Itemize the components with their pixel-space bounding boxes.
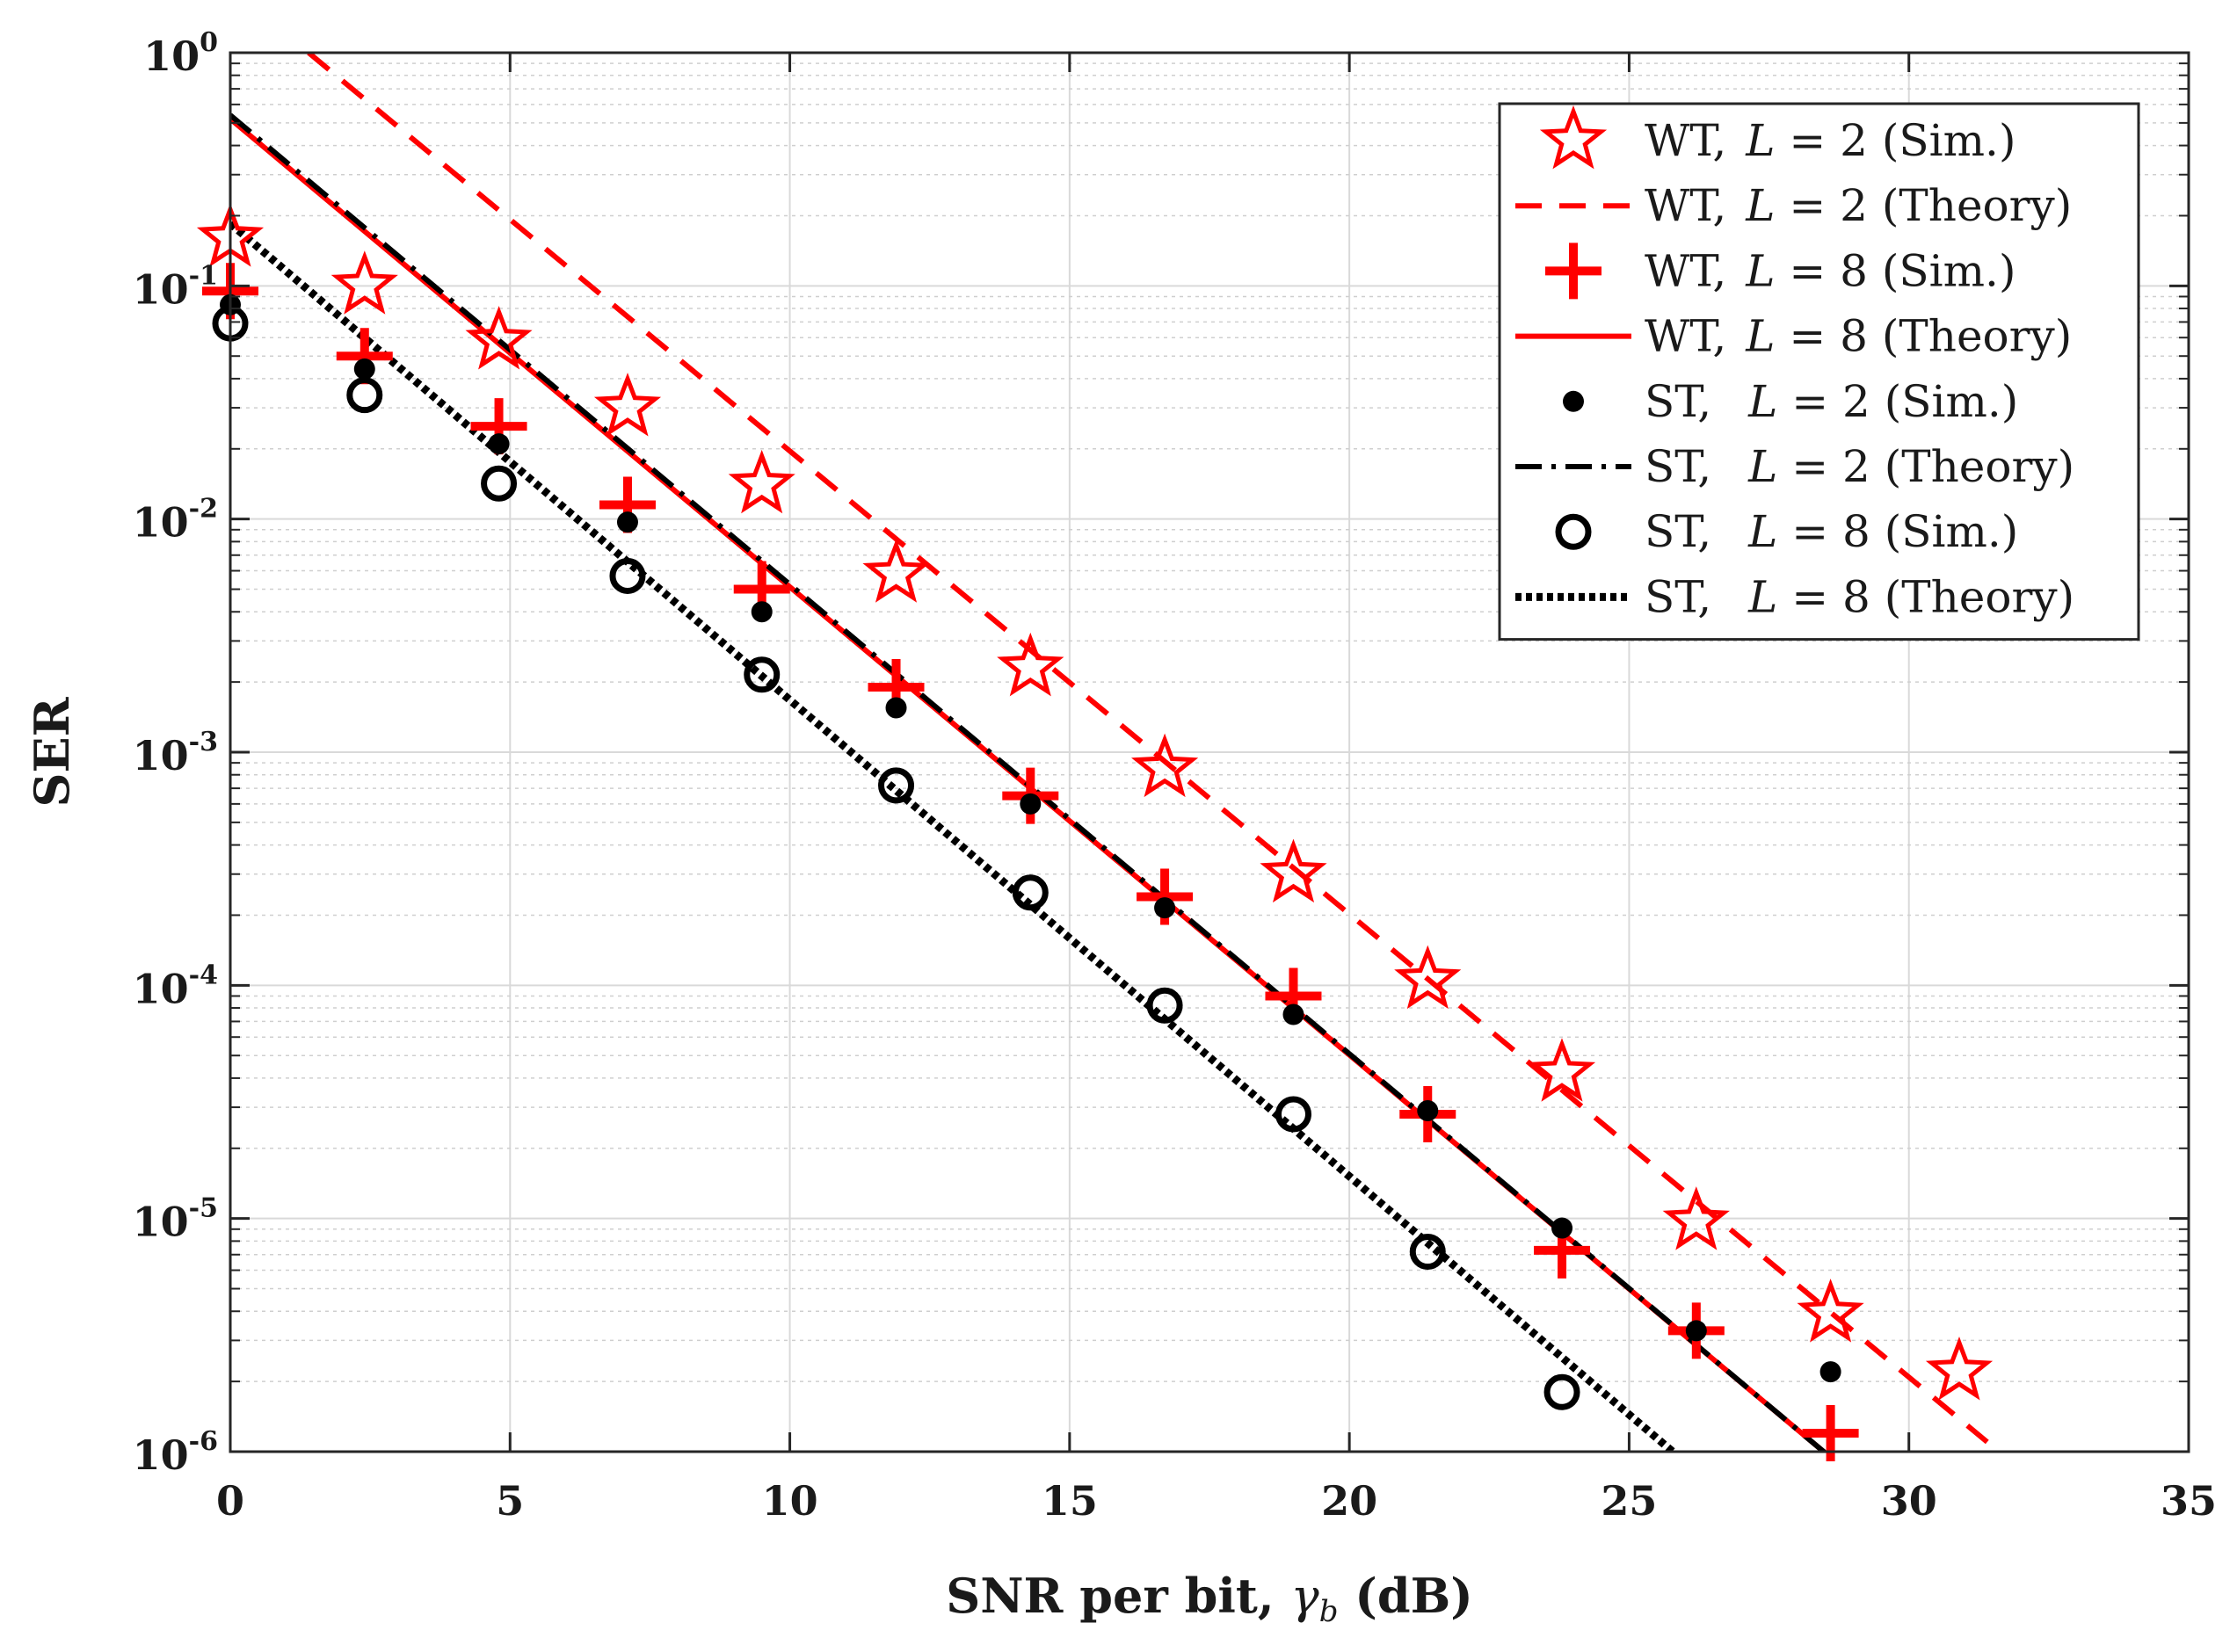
series-4-point xyxy=(1154,897,1176,919)
series-4-point xyxy=(488,433,510,455)
legend-entry-label: WT, L = 2 (Sim.) xyxy=(1645,115,2015,166)
x-tick-label: 0 xyxy=(216,1477,244,1525)
series-4-point xyxy=(751,601,773,623)
series-4-point xyxy=(1819,1361,1841,1383)
series-0-point xyxy=(1662,1186,1730,1250)
series-6-point xyxy=(878,767,915,804)
series-0-point xyxy=(1260,838,1327,903)
series-6-point xyxy=(1012,874,1049,911)
series-6-point xyxy=(346,377,383,414)
legend-entry-label: WT, L = 2 (Theory) xyxy=(1645,180,2072,231)
series-4-point xyxy=(885,697,907,719)
x-tick-label: 5 xyxy=(496,1477,524,1525)
legend-entry-label: ST, L = 8 (Theory) xyxy=(1645,571,2074,622)
x-axis-label: SNR per bit, γb (dB) xyxy=(946,1568,1473,1629)
series-4-point xyxy=(1282,1004,1304,1025)
series-6-point xyxy=(1409,1234,1446,1271)
y-tick-label: 10-3 xyxy=(133,727,218,779)
series-6-point xyxy=(609,557,646,594)
series-0-point xyxy=(1529,1038,1596,1102)
legend-swatch-marker xyxy=(1545,243,1601,300)
series-4-point xyxy=(1551,1217,1573,1239)
series-6-point xyxy=(744,656,781,693)
y-tick-label: 10-4 xyxy=(133,960,218,1012)
series-6-point xyxy=(1543,1373,1580,1410)
series-0-point xyxy=(465,306,533,370)
x-tick-label: 25 xyxy=(1601,1477,1657,1525)
axis-ticks: 0 5 10 15 20 25 30 35 100 10-1 10-2 10-3 10-4 10-5 10-… xyxy=(133,27,2217,1525)
series-4-point xyxy=(353,358,375,380)
legend: WT, L = 2 (Sim.) WT, L = 2 (Theory) WT, L = 8… xyxy=(1498,102,2140,641)
legend-swatch-marker xyxy=(1539,105,1608,170)
series-0-point xyxy=(997,632,1064,697)
series-4-point xyxy=(1417,1099,1439,1121)
x-tick-label: 10 xyxy=(762,1477,818,1525)
legend-swatch-marker xyxy=(1563,390,1584,412)
series-0-point xyxy=(593,373,662,437)
series-4-point xyxy=(616,511,638,533)
series-4-point xyxy=(1685,1320,1707,1342)
series-6-point xyxy=(481,465,518,502)
y-tick-label: 10-1 xyxy=(133,260,218,313)
legend-swatch-marker xyxy=(1555,513,1592,550)
legend-entry-label: WT, L = 8 (Theory) xyxy=(1645,311,2072,362)
legend-entry-label: ST, L = 2 (Theory) xyxy=(1645,441,2074,492)
legend-entry-label: WT, L = 8 (Sim.) xyxy=(1645,245,2015,296)
series-4-point xyxy=(1020,793,1042,815)
y-tick-label: 10-2 xyxy=(133,494,218,547)
series-0-point xyxy=(862,539,930,603)
y-tick-label: 100 xyxy=(143,27,218,80)
x-tick-label: 20 xyxy=(1321,1477,1377,1525)
series-0-point xyxy=(728,449,795,514)
series-0-point xyxy=(1394,945,1462,1010)
series-6-point xyxy=(1275,1096,1311,1133)
series-0-point xyxy=(330,250,398,315)
x-tick-label: 30 xyxy=(1881,1477,1937,1525)
series-0-point xyxy=(1925,1337,1994,1401)
y-tick-label: 10-6 xyxy=(133,1426,218,1479)
x-tick-label: 35 xyxy=(2161,1477,2217,1525)
marker-layer xyxy=(196,203,1994,1461)
series-6-point xyxy=(1146,987,1183,1024)
y-axis-label: SER xyxy=(24,696,80,807)
legend-entry-label: ST, L = 8 (Sim.) xyxy=(1645,506,2018,557)
series-0-point xyxy=(1797,1279,1864,1343)
y-tick-label: 10-5 xyxy=(133,1193,218,1246)
x-tick-label: 15 xyxy=(1042,1477,1098,1525)
series-0-point xyxy=(1131,733,1199,798)
legend-box xyxy=(1498,102,2140,641)
legend-entry-label: ST, L = 2 (Sim.) xyxy=(1645,376,2018,427)
